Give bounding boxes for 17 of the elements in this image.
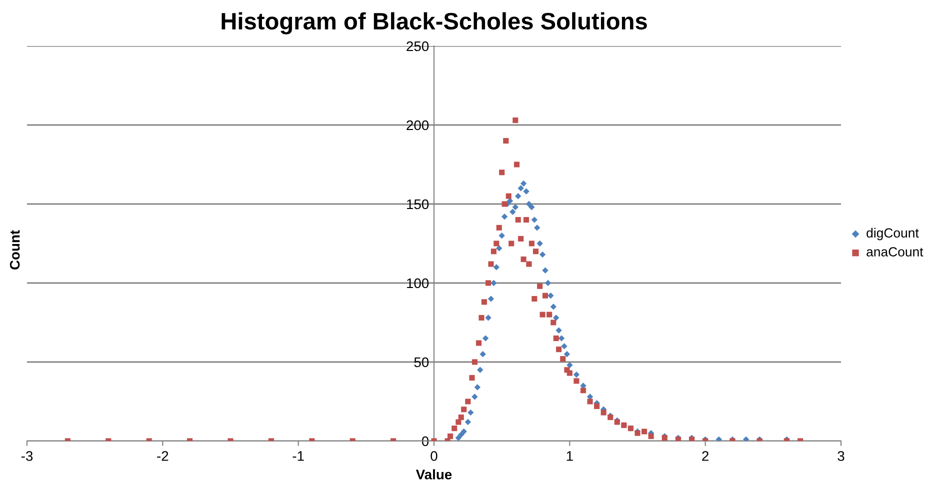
x-tick-label: 3	[838, 451, 844, 461]
x-tick-label: 0	[430, 451, 438, 461]
y-tick-label: 150	[407, 199, 429, 210]
y-tick-label: 200	[406, 120, 429, 130]
y-axis-title: Count	[10, 230, 20, 270]
chart-title: Histogram of Black-Scholes Solutions	[222, 12, 647, 34]
x-tick-label: -2	[157, 451, 168, 461]
x-tick-label: 1	[566, 451, 573, 461]
legend-label: digCount	[866, 228, 919, 240]
y-tick-label: 100	[407, 278, 429, 288]
x-tick-label: 2	[702, 451, 708, 461]
y-tick-label: 50	[414, 357, 429, 368]
y-tick-label: 250	[406, 41, 429, 52]
legend-label: anaCount	[866, 247, 924, 256]
x-tick-label: -3	[21, 451, 33, 461]
x-axis-title: Value	[416, 469, 452, 480]
x-tick-label: -1	[292, 451, 304, 461]
